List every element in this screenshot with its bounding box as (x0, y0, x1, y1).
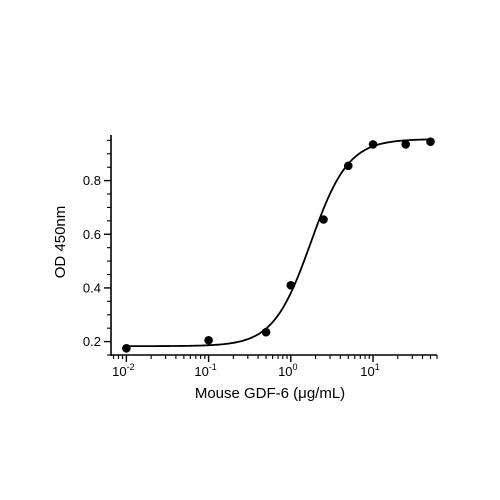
data-point (343, 161, 353, 171)
x-tick-label: 100 (278, 362, 297, 379)
data-points-layer (122, 137, 435, 353)
y-tick-label: 0.4 (83, 280, 101, 295)
data-point (286, 280, 296, 290)
x-tick-label: 101 (360, 362, 379, 379)
x-tick-label: 10-2 (112, 362, 134, 379)
x-axis-title: Mouse GDF-6 (μg/mL) (195, 385, 345, 402)
x-tick-label: 10-1 (194, 362, 216, 379)
y-tick-label: 0.6 (83, 227, 101, 242)
data-point (122, 343, 131, 353)
axes (104, 135, 438, 362)
fit-curve (126, 138, 431, 348)
fit-curve-layer (126, 138, 431, 348)
data-point (401, 140, 411, 149)
data-point (426, 137, 435, 147)
data-point (204, 335, 213, 345)
data-point (261, 327, 271, 337)
y-axis-title: OD 450nm (52, 206, 69, 279)
y-tick-label: 0.8 (83, 173, 101, 188)
tick-labels-layer: 0.2 0.4 0.6 0.8 10-2 10-1 100 101 (83, 173, 380, 379)
data-point (319, 215, 328, 224)
y-tick-label: 0.2 (83, 334, 101, 349)
data-point (368, 140, 378, 149)
